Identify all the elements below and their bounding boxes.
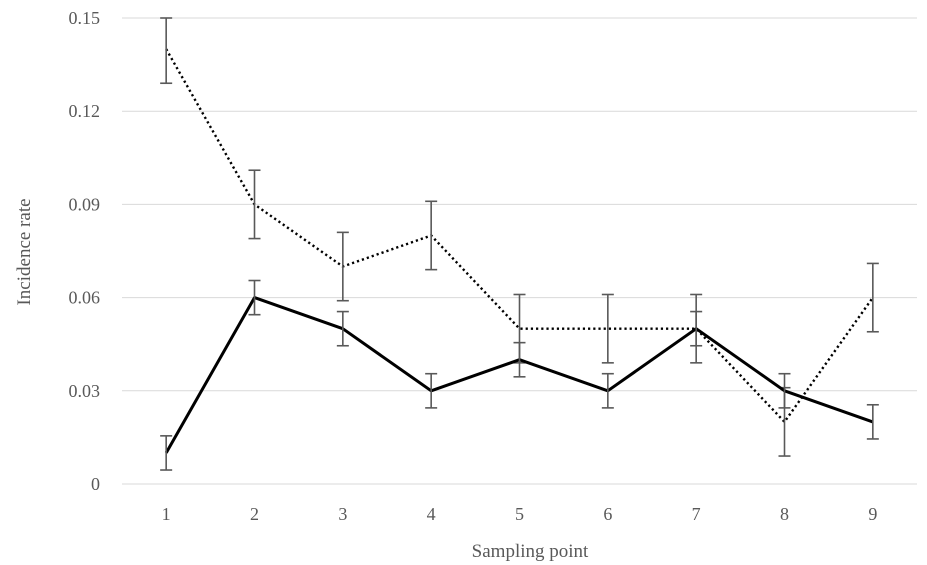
error-bar	[160, 17, 173, 85]
x-tick-label: 8	[780, 504, 789, 524]
error-bar	[601, 372, 614, 409]
x-tick-label: 5	[515, 504, 524, 524]
x-tick-label: 3	[338, 504, 347, 524]
x-axis-title: Sampling point	[472, 541, 589, 562]
series-line	[165, 48, 874, 424]
x-tick-label: 1	[162, 504, 171, 524]
error-bar	[866, 262, 879, 333]
y-tick-label: 0.06	[69, 288, 101, 308]
y-axis-title: Incidence rate	[14, 198, 35, 305]
y-axis-ticks: 0 0.03 0.06 0.09 0.12 0.15	[69, 8, 101, 494]
dotted-series	[160, 17, 879, 457]
x-tick-label: 7	[692, 504, 701, 524]
solid-series	[160, 279, 879, 471]
series-layer	[160, 17, 879, 471]
y-tick-label: 0.15	[69, 8, 101, 28]
error-bar	[513, 341, 526, 378]
x-tick-label: 9	[868, 504, 877, 524]
y-tick-label: 0.03	[69, 381, 101, 401]
x-tick-label: 4	[427, 504, 436, 524]
x-tick-label: 6	[603, 504, 612, 524]
error-bar	[336, 310, 349, 347]
gridlines	[122, 17, 917, 485]
error-bar	[778, 372, 791, 409]
y-tick-label: 0	[91, 474, 100, 494]
error-bar	[690, 310, 703, 347]
error-bar	[248, 279, 261, 316]
error-bar	[248, 169, 261, 240]
y-tick-label: 0.09	[69, 194, 101, 214]
x-axis-ticks: 1 2 3 4 5 6 7 8 9	[162, 504, 878, 524]
error-bar	[601, 293, 614, 364]
error-bar	[160, 435, 173, 471]
error-bar	[336, 231, 349, 302]
x-tick-label: 2	[250, 504, 259, 524]
y-tick-label: 0.12	[69, 101, 101, 121]
error-bar	[866, 403, 879, 440]
error-bar	[425, 200, 438, 271]
error-bar	[425, 372, 438, 409]
